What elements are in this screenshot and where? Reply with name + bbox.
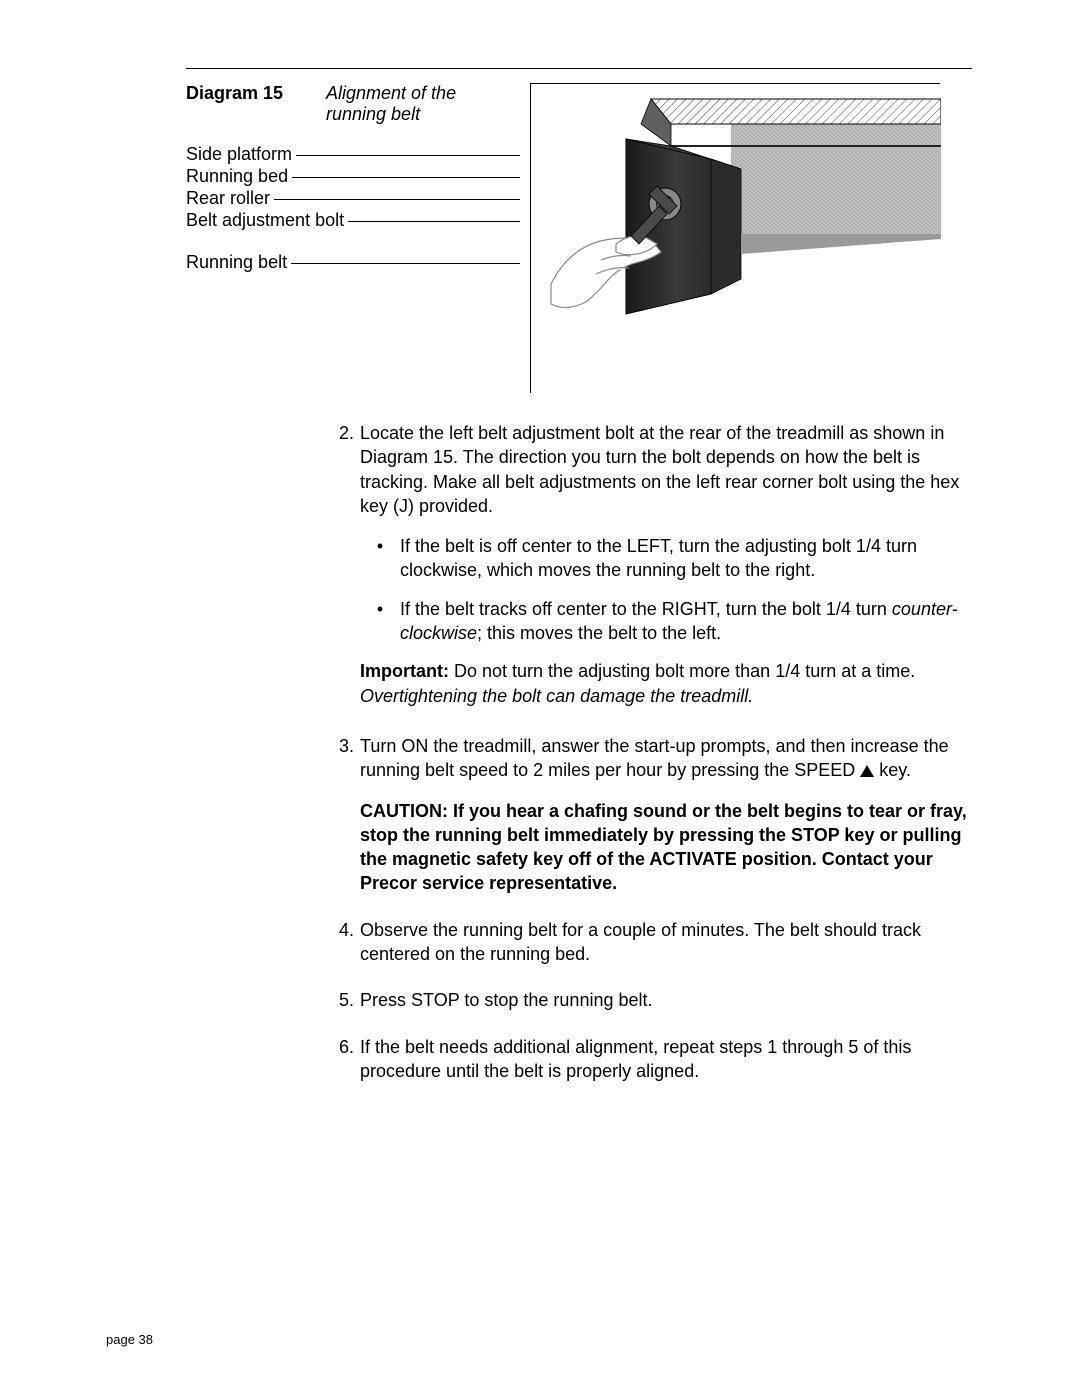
- up-triangle-icon: [860, 765, 874, 777]
- step-5: 5. Press STOP to stop the running belt.: [330, 988, 970, 1012]
- bullet-dot-icon: •: [360, 597, 400, 646]
- step-number: 3.: [330, 734, 360, 896]
- label-running-bed: Running bed: [186, 165, 520, 187]
- step-number: 2.: [330, 421, 360, 712]
- step-3: 3. Turn ON the treadmill, answer the sta…: [330, 734, 970, 896]
- bullet-left: • If the belt is off center to the LEFT,…: [360, 534, 970, 583]
- caution-text: CAUTION: If you hear a chafing sound or …: [360, 799, 970, 896]
- bullet-dot-icon: •: [360, 534, 400, 583]
- label-side-platform: Side platform: [186, 143, 520, 165]
- top-rule: [186, 68, 972, 69]
- page-number: page 38: [106, 1332, 153, 1347]
- step-body: If the belt needs additional alignment, …: [360, 1035, 970, 1084]
- step-number: 4.: [330, 918, 360, 967]
- step-6: 6. If the belt needs additional alignmen…: [330, 1035, 970, 1084]
- label-belt-adjustment-bolt: Belt adjustment bolt: [186, 209, 520, 231]
- step-body: Observe the running belt for a couple of…: [360, 918, 970, 967]
- step-body: Locate the left belt adjustment bolt at …: [360, 421, 970, 712]
- label-rear-roller: Rear roller: [186, 187, 520, 209]
- diagram-title-line: Diagram 15 Alignment of the running belt: [186, 83, 520, 125]
- bullet-list: • If the belt is off center to the LEFT,…: [360, 534, 970, 645]
- important-note: Important: Do not turn the adjusting bol…: [360, 659, 970, 708]
- diagram-title: Diagram 15: [186, 83, 326, 125]
- step-4: 4. Observe the running belt for a couple…: [330, 918, 970, 967]
- diagram-subtitle: Alignment of the running belt: [326, 83, 456, 125]
- step-body: Turn ON the treadmill, answer the start-…: [360, 734, 970, 896]
- step-2: 2. Locate the left belt adjustment bolt …: [330, 421, 970, 712]
- label-running-belt: Running belt: [186, 251, 520, 273]
- step-number: 6.: [330, 1035, 360, 1084]
- diagram-block: Diagram 15 Alignment of the running belt…: [186, 83, 972, 393]
- diagram-image: [530, 83, 940, 393]
- bullet-right: • If the belt tracks off center to the R…: [360, 597, 970, 646]
- diagram-labels: Diagram 15 Alignment of the running belt…: [186, 83, 530, 273]
- instructions: 2. Locate the left belt adjustment bolt …: [330, 421, 970, 1083]
- step-body: Press STOP to stop the running belt.: [360, 988, 970, 1012]
- step-number: 5.: [330, 988, 360, 1012]
